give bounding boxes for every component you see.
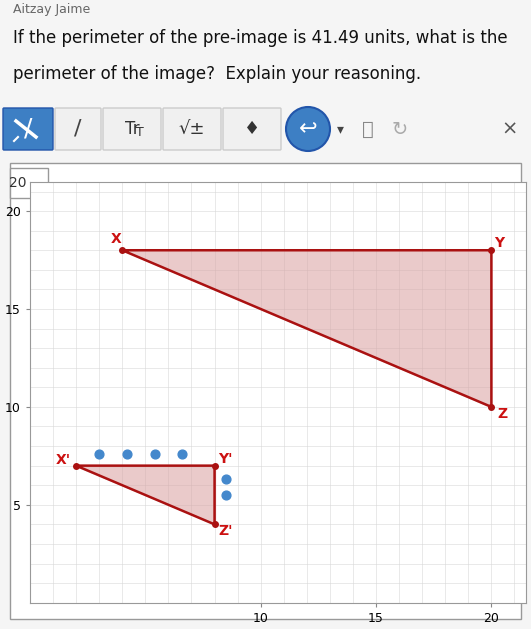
Text: ♦: ♦ [244, 120, 260, 138]
Point [178, 449, 186, 459]
Text: ↩: ↩ [298, 119, 318, 139]
Text: Z: Z [498, 407, 508, 421]
Text: ⌢: ⌢ [362, 120, 374, 138]
Text: Y: Y [494, 237, 504, 250]
Text: Z': Z' [219, 524, 233, 538]
Text: Y': Y' [218, 452, 232, 466]
FancyBboxPatch shape [55, 108, 101, 150]
Text: ×: × [502, 120, 518, 138]
Text: /: / [74, 119, 82, 139]
FancyBboxPatch shape [163, 108, 221, 150]
Point [222, 490, 230, 500]
Text: T: T [136, 126, 144, 138]
Text: Aitzay Jaime: Aitzay Jaime [13, 3, 90, 16]
Text: X: X [111, 233, 122, 247]
FancyBboxPatch shape [223, 108, 281, 150]
Text: If the perimeter of the pre-image is 41.49 units, what is the: If the perimeter of the pre-image is 41.… [13, 30, 508, 47]
Text: Tr: Tr [125, 120, 139, 138]
Text: X': X' [56, 453, 71, 467]
Polygon shape [122, 250, 491, 407]
Point [150, 449, 159, 459]
Text: /: / [24, 117, 32, 141]
Text: ▾: ▾ [337, 122, 344, 136]
Circle shape [286, 107, 330, 151]
Text: 20: 20 [9, 176, 27, 190]
Point [222, 474, 230, 484]
Point [95, 449, 104, 459]
Text: perimeter of the image?  Explain your reasoning.: perimeter of the image? Explain your rea… [13, 65, 422, 83]
FancyBboxPatch shape [3, 108, 53, 150]
FancyBboxPatch shape [103, 108, 161, 150]
Text: ↻: ↻ [392, 120, 408, 138]
Polygon shape [76, 465, 215, 525]
FancyBboxPatch shape [10, 168, 48, 198]
FancyBboxPatch shape [10, 163, 521, 619]
Text: √±: √± [179, 120, 205, 138]
Point [123, 449, 131, 459]
